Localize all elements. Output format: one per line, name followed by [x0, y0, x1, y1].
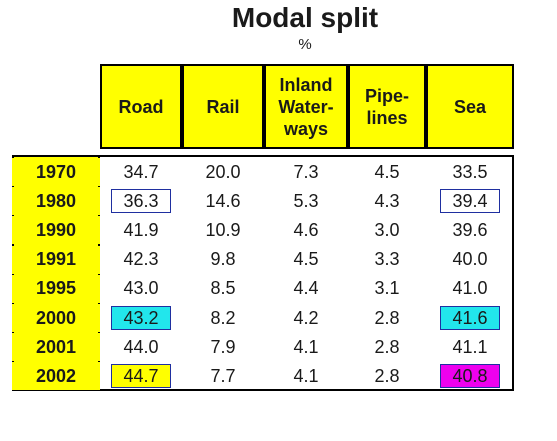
table-cell: 2.8	[374, 307, 400, 328]
table-cell: 9.8	[210, 249, 236, 270]
year-label: 2000	[12, 304, 100, 332]
table-cell: 40.0	[452, 249, 488, 270]
table-cell: 41.9	[123, 219, 159, 240]
column-header-2: Inland Water- ways	[264, 64, 348, 149]
table-cell: 43.0	[123, 278, 159, 299]
table-cell: 4.2	[293, 307, 319, 328]
unit-label: %	[298, 36, 312, 53]
table-cell: 2.8	[374, 336, 400, 357]
table-cell: 5.3	[293, 190, 319, 211]
table-cell: 43.2	[111, 306, 171, 330]
table-cell: 14.6	[205, 190, 241, 211]
table-cell: 4.1	[293, 336, 319, 357]
year-label: 2002	[12, 362, 100, 391]
table-title: Modal split	[231, 2, 379, 33]
column-header-0: Road	[100, 64, 182, 149]
table-cell: 4.5	[293, 249, 319, 270]
table-cell: 39.6	[452, 219, 488, 240]
table-cell: 36.3	[111, 189, 171, 214]
year-label: 1991	[12, 245, 100, 274]
table-cell: 3.0	[374, 219, 400, 240]
table-cell: 4.3	[374, 190, 400, 211]
table-cell: 42.3	[123, 249, 159, 270]
table-cell: 20.0	[205, 161, 241, 182]
table-cell: 44.0	[123, 336, 159, 357]
table-cell: 4.4	[293, 278, 319, 299]
table-cell: 33.5	[452, 161, 488, 182]
table-cell: 8.5	[210, 278, 236, 299]
table-cell: 44.7	[111, 364, 171, 389]
table-cell: 8.2	[210, 307, 236, 328]
year-label: 1970	[12, 158, 100, 186]
table-cell: 10.9	[205, 219, 241, 240]
year-label: 1980	[12, 187, 100, 216]
table-cell: 7.3	[293, 161, 319, 182]
table-cell: 4.5	[374, 161, 400, 182]
year-label: 1995	[12, 274, 100, 303]
table-cell: 3.3	[374, 249, 400, 270]
table-cell: 41.0	[452, 278, 488, 299]
table-cell: 41.1	[452, 336, 488, 357]
table-cell: 7.7	[210, 365, 236, 386]
table-cell: 39.4	[440, 189, 500, 214]
column-header-3: Pipe- lines	[348, 64, 426, 149]
year-label: 1990	[12, 216, 100, 245]
table-cell: 3.1	[374, 278, 400, 299]
table-cell: 4.1	[293, 365, 319, 386]
year-label: 2001	[12, 333, 100, 362]
column-header-1: Rail	[182, 64, 264, 149]
table-cell: 41.6	[440, 306, 500, 330]
table-cell: 40.8	[440, 364, 500, 389]
column-header-4: Sea	[426, 64, 514, 149]
table-cell: 4.6	[293, 219, 319, 240]
table-cell: 7.9	[210, 336, 236, 357]
table-cell: 2.8	[374, 365, 400, 386]
table-cell: 34.7	[123, 161, 159, 182]
table-body	[100, 155, 514, 391]
